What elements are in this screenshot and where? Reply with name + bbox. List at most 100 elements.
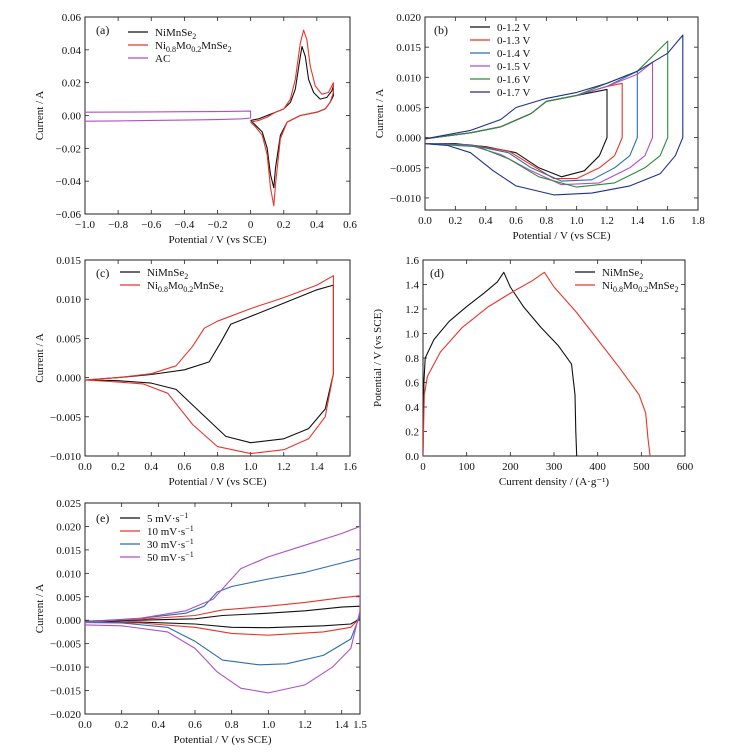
y-tick-label: 0.015 bbox=[396, 42, 421, 54]
panel-c: 0.0 0.2 0.4 0.6 0.8 1.0 1.2 1.4 1.6 −0.010 −0.005 0… bbox=[34, 255, 357, 488]
y-axis-label: Current / A bbox=[374, 89, 386, 139]
legend: 0-1.2 V0-1.3 V0-1.4 V0-1.5 V0-1.6 V0-1.7… bbox=[470, 22, 530, 99]
x-tick-label: 1.4 bbox=[335, 719, 349, 731]
panel-a: −1.0 −0.8 −0.6 −0.4 −0.2 0 0.2 0.4 0.6 −0.06 −0.04… bbox=[34, 12, 357, 246]
series-line-2 bbox=[85, 595, 360, 636]
y-tick-label: −0.005 bbox=[50, 412, 81, 424]
x-tick-label: 1.0 bbox=[570, 215, 584, 227]
legend-entry: 0-1.4 V bbox=[497, 48, 530, 60]
y-tick-label: −0.010 bbox=[50, 451, 81, 463]
x-tick-label: 0.2 bbox=[115, 719, 129, 731]
y-tick-label: 0.005 bbox=[56, 592, 81, 604]
x-tick-label: 1.2 bbox=[600, 215, 614, 227]
x-tick-label: 200 bbox=[502, 461, 519, 473]
y-tick-label: −0.020 bbox=[50, 709, 81, 721]
y-tick-label: −0.005 bbox=[50, 639, 81, 651]
y-tick-label: −0.010 bbox=[390, 193, 421, 205]
y-tick-label: 0.010 bbox=[56, 568, 81, 580]
x-axis-label: Potential / V (vs SCE) bbox=[169, 476, 267, 488]
x-axis-label: Current density / (A·g⁻¹) bbox=[499, 476, 610, 488]
legend-entry: 0-1.5 V bbox=[497, 61, 530, 73]
y-tick-label: 0.06 bbox=[62, 12, 82, 24]
series-line-4 bbox=[85, 525, 360, 694]
plot-frame bbox=[424, 16, 699, 211]
x-tick-label: 0.6 bbox=[178, 461, 192, 473]
x-tick-label: 0.8 bbox=[211, 461, 225, 473]
legend-entry: 50 mV·s−1 bbox=[147, 550, 194, 564]
y-tick-label: 0.025 bbox=[56, 498, 81, 510]
panel-e: 0.0 0.2 0.4 0.6 0.8 1.0 1.2 1.4 1.5 −0.020 −0.015 −… bbox=[34, 498, 367, 746]
x-tick-label: 0.2 bbox=[277, 219, 291, 231]
x-tick-label: 100 bbox=[458, 461, 475, 473]
y-tick-label: 0.2 bbox=[405, 427, 419, 439]
series-line-2 bbox=[423, 271, 651, 456]
y-tick-label: 0.005 bbox=[56, 333, 81, 345]
x-tick-label: −0.6 bbox=[141, 219, 161, 231]
y-tick-label: 0.02 bbox=[62, 78, 81, 90]
series-line-6 bbox=[425, 34, 684, 196]
x-axis-label: Potential / V (vs SCE) bbox=[174, 734, 272, 746]
legend-entry: NiMnSe2 bbox=[155, 27, 196, 41]
x-tick-label: 0.0 bbox=[78, 461, 92, 473]
legend-entry: 0-1.6 V bbox=[497, 74, 530, 86]
x-tick-label: 0.6 bbox=[343, 219, 357, 231]
series-line-1 bbox=[250, 45, 334, 189]
panel-label: (d) bbox=[430, 266, 444, 280]
x-tick-label: 1.2 bbox=[277, 461, 291, 473]
series-line-2 bbox=[85, 275, 334, 455]
x-tick-label: 0.0 bbox=[418, 215, 432, 227]
x-tick-label: 0.8 bbox=[539, 215, 553, 227]
series-line-5 bbox=[425, 40, 669, 188]
y-tick-label: 0.005 bbox=[396, 102, 421, 114]
x-tick-label: −0.8 bbox=[108, 219, 128, 231]
x-tick-label: −1.0 bbox=[75, 219, 95, 231]
y-tick-label: 0.015 bbox=[56, 255, 81, 267]
x-tick-label: 1.8 bbox=[691, 215, 705, 227]
series-line-1 bbox=[85, 284, 334, 444]
y-tick-label: −0.06 bbox=[56, 209, 82, 221]
x-tick-label: 1.0 bbox=[261, 719, 275, 731]
x-tick-label: 600 bbox=[677, 461, 694, 473]
series-line-1 bbox=[85, 605, 360, 629]
series-line-3 bbox=[85, 557, 360, 666]
y-tick-label: −0.010 bbox=[50, 662, 81, 674]
legend-entry: 0-1.7 V bbox=[497, 87, 530, 99]
x-tick-label: 500 bbox=[633, 461, 650, 473]
x-tick-label: 1.4 bbox=[630, 215, 644, 227]
legend-entry: NiMnSe2 bbox=[602, 267, 643, 281]
plot-frame bbox=[84, 502, 361, 715]
x-tick-label: 400 bbox=[589, 461, 606, 473]
x-tick-label: 0.4 bbox=[144, 461, 158, 473]
panel-b: 0.0 0.2 0.4 0.6 0.8 1.0 1.2 1.4 1.6 1.8 −0.010 −0.0… bbox=[374, 12, 705, 242]
x-axis-label: Potential / V (vs SCE) bbox=[169, 234, 267, 246]
y-axis-label: Current / A bbox=[34, 91, 46, 141]
y-tick-label: 0.020 bbox=[56, 521, 81, 533]
legend-entry: Ni0.8Mo0.2MnSe2 bbox=[147, 280, 224, 294]
y-tick-label: 1.6 bbox=[405, 255, 419, 267]
x-tick-label: 1.4 bbox=[310, 461, 324, 473]
x-tick-label: −0.2 bbox=[208, 219, 228, 231]
y-tick-label: 0.4 bbox=[405, 402, 419, 414]
x-tick-label: 0.0 bbox=[78, 719, 92, 731]
y-tick-label: −0.04 bbox=[56, 176, 82, 188]
panel-d: 0 100 200 300 400 500 600 0.0 0.2 0.4 0.6 0.8 1.0 1.2… bbox=[372, 255, 694, 488]
x-tick-label: 1.6 bbox=[661, 215, 675, 227]
legend-entry: AC bbox=[155, 53, 170, 65]
x-tick-label: 0.2 bbox=[111, 461, 125, 473]
series-line-2 bbox=[250, 29, 334, 207]
y-tick-label: 0.04 bbox=[62, 45, 82, 57]
x-tick-label: 0.6 bbox=[188, 719, 202, 731]
y-tick-label: 0.015 bbox=[56, 545, 81, 557]
legend-entry: 0-1.2 V bbox=[497, 22, 530, 34]
legend: 5 mV·s−110 mV·s−130 mV·s−150 mV·s−1 bbox=[120, 511, 194, 564]
y-tick-label: −0.02 bbox=[56, 143, 81, 155]
x-tick-label: −0.4 bbox=[174, 219, 194, 231]
x-tick-label: 0.4 bbox=[151, 719, 165, 731]
x-tick-label: 0.4 bbox=[479, 215, 493, 227]
legend-entry: 0-1.3 V bbox=[497, 35, 530, 47]
y-tick-label: 0.020 bbox=[396, 12, 421, 24]
y-tick-label: 1.0 bbox=[405, 329, 419, 341]
x-tick-label: 1.2 bbox=[298, 719, 312, 731]
